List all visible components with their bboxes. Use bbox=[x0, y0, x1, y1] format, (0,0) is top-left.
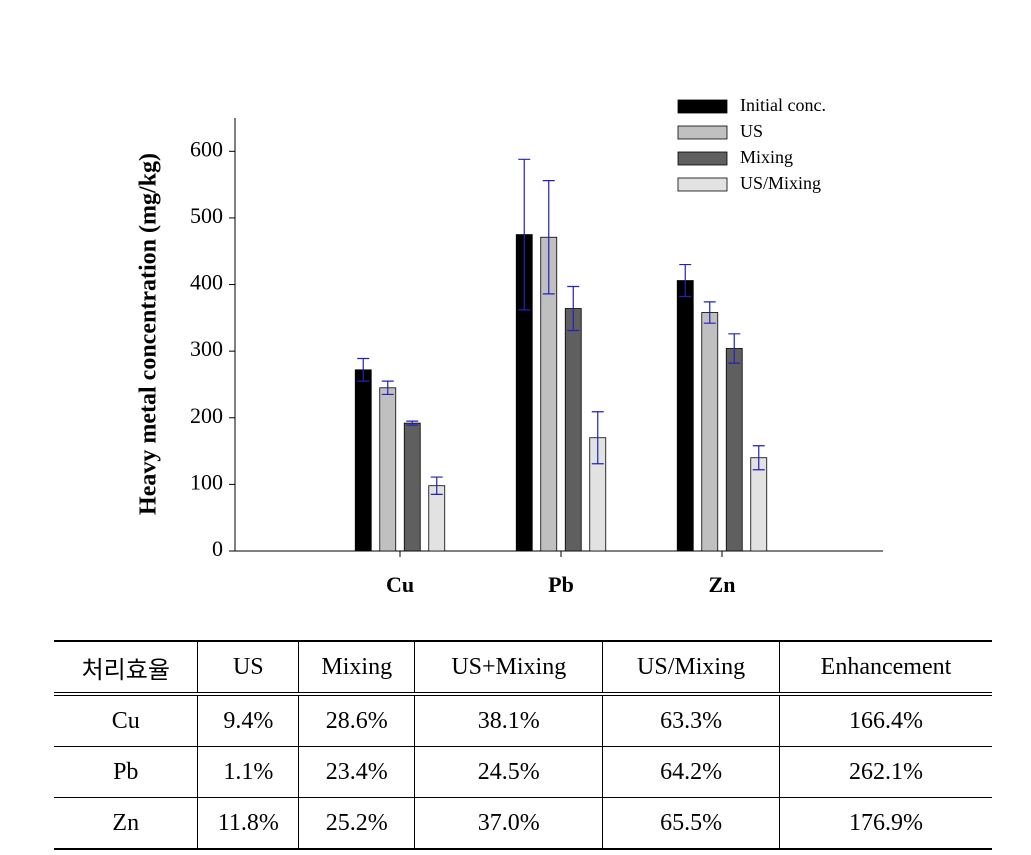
bar bbox=[750, 457, 768, 552]
legend-swatch bbox=[677, 99, 728, 114]
y-tick-label: 200 bbox=[190, 403, 223, 428]
y-tick-label: 500 bbox=[190, 203, 223, 228]
table-cell: Mixing bbox=[298, 641, 415, 694]
table-cell: 63.3% bbox=[602, 694, 780, 747]
error-bar bbox=[591, 411, 604, 465]
legend-label: US/Mixing bbox=[740, 173, 821, 193]
bar bbox=[428, 485, 446, 552]
bar bbox=[564, 308, 582, 552]
error-bar bbox=[542, 180, 555, 295]
legend-swatch bbox=[677, 177, 728, 192]
legend-swatch bbox=[677, 125, 728, 140]
error-bar bbox=[703, 301, 716, 324]
table-cell: 23.4% bbox=[298, 746, 415, 798]
error-bar bbox=[728, 333, 741, 364]
bar bbox=[676, 280, 694, 552]
x-tick-label: Zn bbox=[709, 572, 736, 597]
chart: Heavy metal concentration (mg/kg) 0 100 20… bbox=[136, 95, 883, 597]
table-cell: 262.1% bbox=[778, 746, 992, 798]
table-row: Cu 9.4% 28.6% 38.1% 63.3% 166.4% bbox=[54, 694, 992, 747]
efficiency-table: 처리효율 US Mixing US+Mixing US/Mixing Enhancemen… bbox=[54, 640, 992, 850]
bar bbox=[403, 422, 421, 552]
y-axis-label: Heavy metal concentration (mg/kg) bbox=[136, 153, 162, 515]
error-bar bbox=[381, 380, 394, 396]
table-row: Pb 1.1% 23.4% 24.5% 64.2% 262.1% bbox=[54, 746, 992, 798]
y-tick-label: 600 bbox=[190, 136, 223, 161]
error-bar bbox=[430, 476, 443, 495]
error-bar bbox=[752, 445, 765, 471]
table-cell: US bbox=[197, 641, 299, 694]
x-tick-label: Cu bbox=[386, 572, 414, 597]
table-cell: US+Mixing bbox=[414, 641, 603, 694]
bar bbox=[354, 369, 372, 552]
table-cell: Cu bbox=[111, 707, 140, 734]
x-tick-label: Pb bbox=[548, 572, 574, 597]
y-tick-label: 400 bbox=[190, 270, 223, 295]
error-bar bbox=[357, 357, 370, 382]
table-cell: 166.4% bbox=[778, 694, 992, 747]
bar bbox=[725, 348, 743, 552]
legend-label: Initial conc. bbox=[740, 95, 826, 115]
table-cell: 37.0% bbox=[414, 797, 603, 849]
error-bar bbox=[518, 158, 531, 311]
table-cell: 64.2% bbox=[602, 746, 780, 798]
table-cell: 처리효율 bbox=[81, 657, 170, 684]
legend-label: US bbox=[740, 121, 763, 141]
table-row: 처리효율 US Mixing US+Mixing US/Mixing Enhancemen… bbox=[54, 641, 992, 694]
y-tick-label: 300 bbox=[190, 336, 223, 361]
table-cell: 1.1% bbox=[197, 746, 299, 798]
table-cell: Pb bbox=[113, 758, 139, 785]
error-bar bbox=[406, 420, 419, 426]
table-cell: 9.4% bbox=[197, 694, 299, 747]
table-cell: 176.9% bbox=[778, 797, 992, 849]
table-cell: 25.2% bbox=[298, 797, 415, 849]
table-cell: 11.8% bbox=[197, 797, 299, 849]
table-cell: 38.1% bbox=[414, 694, 603, 747]
table-cell: 65.5% bbox=[602, 797, 780, 849]
bar bbox=[701, 312, 719, 552]
legend-swatch bbox=[677, 151, 728, 166]
table-row: Zn 11.8% 25.2% 37.0% 65.5% 176.9% bbox=[54, 797, 992, 849]
table-cell: 24.5% bbox=[414, 746, 603, 798]
bar bbox=[379, 387, 397, 552]
table-cell: Zn bbox=[112, 809, 140, 836]
table-cell: US/Mixing bbox=[602, 641, 780, 694]
error-bar bbox=[567, 285, 580, 332]
table-cell: Enhancement bbox=[778, 641, 992, 694]
y-tick-label: 100 bbox=[190, 469, 223, 494]
table-cell: 28.6% bbox=[298, 694, 415, 747]
legend-label: Mixing bbox=[740, 147, 793, 167]
error-bar bbox=[679, 263, 692, 298]
y-tick-label: 0 bbox=[212, 536, 223, 561]
